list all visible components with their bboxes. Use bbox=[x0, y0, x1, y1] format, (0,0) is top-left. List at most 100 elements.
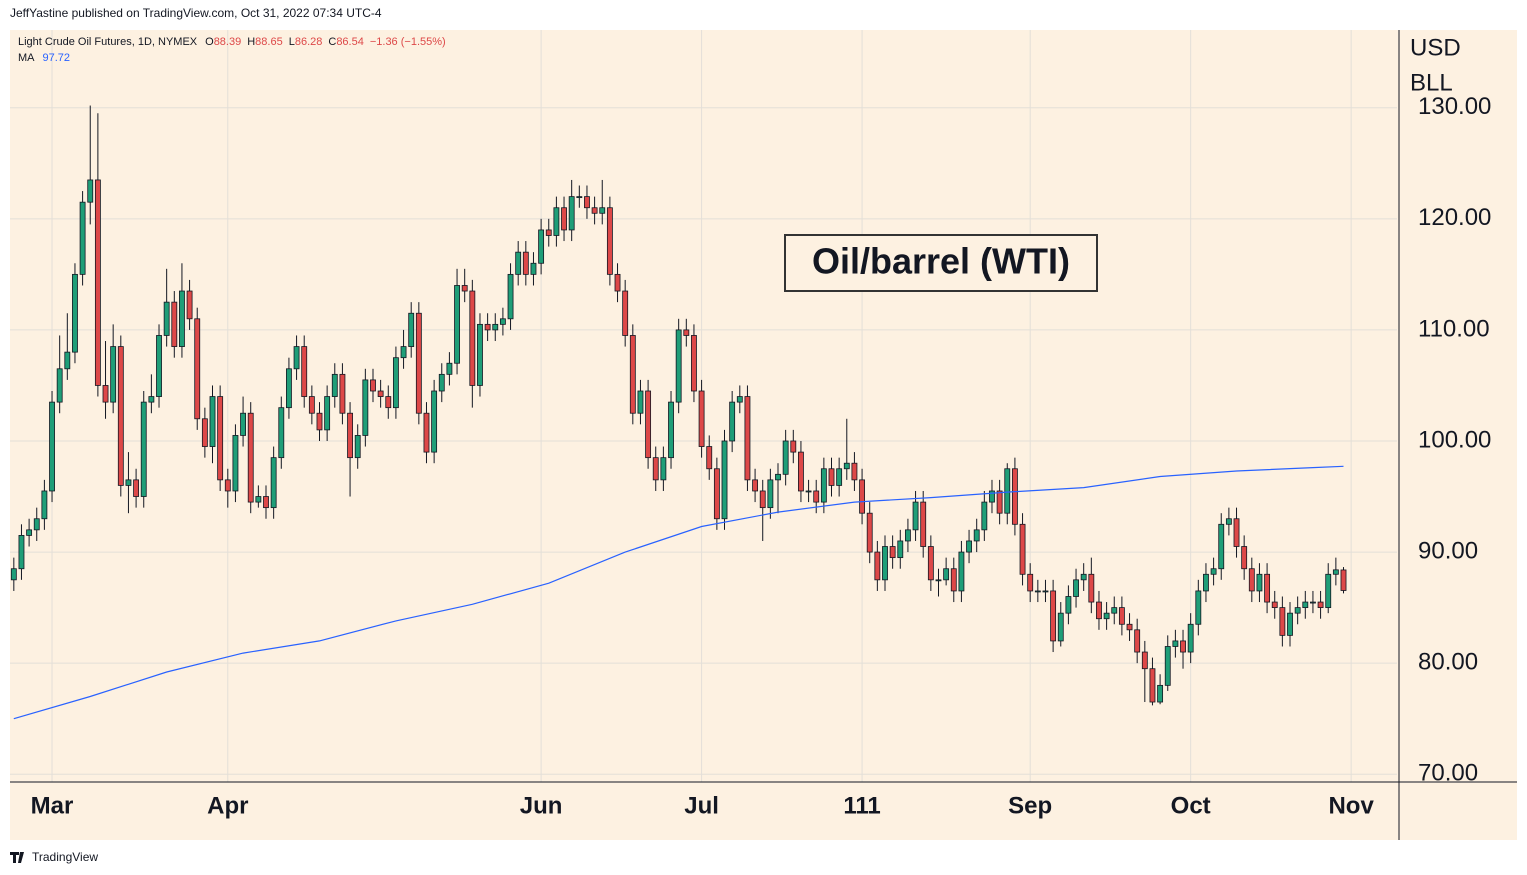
candle-body bbox=[805, 490, 812, 493]
candle-body bbox=[270, 457, 277, 509]
logo bbox=[10, 852, 24, 863]
ma-line bbox=[13, 465, 1344, 720]
candle-body bbox=[1210, 568, 1217, 575]
candle-body bbox=[446, 362, 453, 375]
candle-body bbox=[675, 329, 682, 403]
candle-body bbox=[966, 540, 972, 553]
candle-body bbox=[217, 396, 224, 481]
candle-body bbox=[1241, 546, 1248, 570]
candle-body bbox=[1302, 601, 1309, 609]
candle-body bbox=[1027, 573, 1034, 592]
candle-body bbox=[927, 546, 934, 581]
candle-body bbox=[958, 551, 965, 592]
candle-body bbox=[438, 373, 445, 392]
y-tick-label: 90.00 bbox=[1418, 537, 1478, 564]
candle-body bbox=[484, 323, 491, 331]
candle-body bbox=[347, 412, 353, 459]
candle-body bbox=[240, 412, 246, 436]
candle-body bbox=[522, 251, 529, 275]
candle-body bbox=[232, 435, 239, 492]
candle-body bbox=[1065, 596, 1072, 614]
candle-body bbox=[392, 357, 399, 409]
candle-body bbox=[1149, 668, 1156, 703]
candle-body bbox=[866, 512, 873, 553]
candle-body bbox=[1187, 623, 1194, 653]
candle-body bbox=[10, 568, 17, 581]
candle-body bbox=[691, 335, 697, 392]
candle-body bbox=[415, 312, 422, 414]
candle-body bbox=[981, 501, 988, 531]
candle-body bbox=[1332, 569, 1339, 575]
candle-body bbox=[759, 490, 766, 509]
candle-body bbox=[33, 518, 40, 531]
candle-body bbox=[72, 273, 78, 353]
candle-body bbox=[1019, 523, 1026, 575]
legend-ohlc-letter: H bbox=[247, 36, 255, 48]
candle-body bbox=[209, 396, 216, 447]
candle-body bbox=[1203, 573, 1209, 592]
legend-ohlc-value: 86.28 bbox=[295, 36, 323, 48]
candle-body bbox=[530, 262, 537, 275]
x-tick-label: 111 bbox=[843, 792, 880, 819]
candle-body bbox=[729, 401, 736, 442]
candle-body bbox=[125, 479, 132, 486]
candle-body bbox=[904, 529, 911, 542]
legend-ohlc-letter: L bbox=[289, 36, 295, 48]
candle-body bbox=[889, 546, 896, 559]
candle-body bbox=[713, 468, 720, 520]
header: JeffYastine published on TradingView.com… bbox=[10, 6, 382, 20]
chart-background bbox=[10, 30, 1517, 840]
candle-body bbox=[706, 446, 713, 470]
x-tick-label: Sep bbox=[1008, 792, 1052, 819]
x-tick-label: Nov bbox=[1328, 792, 1374, 819]
candle-body bbox=[308, 396, 315, 414]
candle-body bbox=[1111, 607, 1118, 614]
candle-body bbox=[1218, 523, 1225, 570]
candle-body bbox=[316, 412, 323, 431]
candle-body bbox=[637, 390, 644, 414]
candle-body bbox=[1271, 601, 1278, 609]
candle-body bbox=[515, 251, 522, 275]
candle-body bbox=[278, 407, 285, 459]
candle-body bbox=[201, 418, 208, 447]
candle-body bbox=[950, 568, 957, 592]
candle-body bbox=[645, 390, 652, 459]
candle-body bbox=[148, 396, 155, 403]
candle-body bbox=[293, 346, 300, 370]
candle-body bbox=[614, 273, 621, 292]
legend-ohlc-value: 86.54 bbox=[336, 36, 364, 48]
y-tick-label: 130.00 bbox=[1418, 93, 1491, 120]
candle-body bbox=[736, 396, 743, 403]
legend-ohlc-value: 88.65 bbox=[255, 36, 283, 48]
candle-body bbox=[370, 379, 376, 392]
unit-label: BLL bbox=[1410, 69, 1453, 96]
annotation: Oil/barrel (WTI) bbox=[812, 241, 1070, 282]
candle-body bbox=[798, 451, 804, 492]
candle-body bbox=[339, 373, 346, 414]
candle-body bbox=[117, 346, 124, 486]
candle-body bbox=[1325, 573, 1332, 609]
candle-body bbox=[301, 346, 308, 397]
candle-body bbox=[828, 468, 835, 486]
legend-ma-name: MA bbox=[18, 52, 35, 64]
candle-body bbox=[1004, 468, 1011, 514]
candle-body bbox=[973, 529, 980, 542]
candle-body bbox=[882, 546, 888, 581]
candle-body bbox=[576, 196, 583, 199]
candle-body bbox=[102, 385, 109, 403]
candle-body bbox=[56, 368, 63, 403]
candle-body bbox=[851, 462, 858, 481]
candle-body bbox=[836, 468, 843, 486]
candle-body bbox=[1317, 601, 1324, 609]
candle-body bbox=[568, 196, 575, 231]
candle-body bbox=[767, 479, 774, 509]
x-tick-label: Jul bbox=[684, 792, 719, 819]
candle-body bbox=[1279, 607, 1286, 636]
candle-body bbox=[1195, 590, 1202, 625]
candle-body bbox=[1294, 607, 1301, 614]
candle-body bbox=[87, 179, 94, 203]
candle-body bbox=[263, 496, 269, 509]
candle-body bbox=[629, 335, 636, 414]
candle-body bbox=[79, 201, 86, 275]
candle-body bbox=[377, 390, 384, 397]
